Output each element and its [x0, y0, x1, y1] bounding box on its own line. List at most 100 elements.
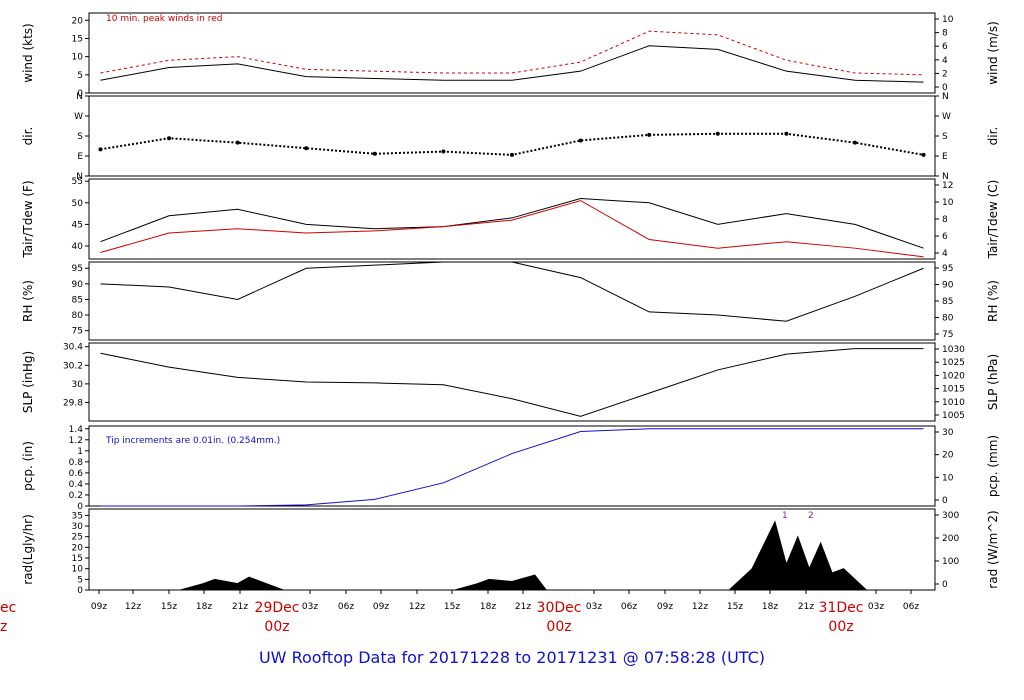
panel-frame-tair [88, 178, 936, 260]
ytick-right-label-tair: 4 [942, 249, 948, 259]
xtick-label: 09z [657, 602, 673, 612]
ytick-right-label-dir: S [942, 132, 948, 142]
ylabel-rad: rad(Lgly/hr) [21, 514, 35, 585]
series-slp-0 [100, 348, 924, 417]
ytick-right-label-slp: 1005 [942, 411, 965, 421]
ytick-right-label-slp: 1025 [942, 358, 965, 368]
ytick-label-pcp: 1.2 [69, 436, 83, 446]
ytick-right-label-rad: 100 [942, 557, 959, 567]
day-label-hour: 00z [264, 619, 289, 635]
series-dir [100, 132, 924, 156]
ytick-label-rh: 95 [72, 264, 83, 274]
ytick-right-label-rh: 90 [942, 281, 954, 291]
ytick-label-rh: 85 [72, 295, 83, 305]
ytick-label-rad: 35 [72, 511, 83, 521]
ytick-label-slp: 29.8 [63, 398, 83, 408]
edge-day-label-hour: z [0, 619, 7, 635]
ytick-right-label-slp: 1020 [942, 371, 965, 381]
ytick-right-label-rh: 75 [942, 330, 953, 340]
ytick-label-wind: 15 [72, 34, 83, 44]
ylabel-wind: wind (kts) [21, 23, 35, 82]
ytick-label-dir: S [77, 132, 83, 142]
ytick-right-label-dir: N [942, 172, 949, 182]
ytick-right-label-rh: 95 [942, 264, 953, 274]
ytick-label-tair: 45 [72, 220, 83, 230]
series-wind-1 [100, 30, 924, 76]
panel-frame-wind [88, 12, 936, 94]
ytick-right-label-slp: 1010 [942, 398, 965, 408]
ytick-label-rad: 0 [77, 586, 83, 596]
panel-frame-dir [88, 95, 936, 177]
series-tair-0 [100, 197, 924, 249]
series-wind-0 [100, 45, 924, 83]
ytick-label-dir: N [76, 92, 83, 102]
series-tair-1 [100, 200, 924, 258]
ylabel-rh: RH (%) [21, 280, 35, 322]
ytick-label-rh: 90 [72, 280, 84, 290]
ytick-label-dir: N [76, 172, 83, 182]
ytick-right-label-wind: 10 [942, 15, 954, 25]
day-label-date: 30Dec [537, 600, 582, 616]
ytick-label-slp: 30 [72, 380, 84, 390]
ytick-right-label-wind: 6 [942, 42, 948, 52]
ytick-label-rad: 5 [77, 575, 83, 585]
ytick-right-label-pcp: 0 [942, 496, 948, 506]
day-label-hour: 00z [546, 619, 571, 635]
ytick-label-pcp: 0 [77, 502, 83, 512]
ytick-label-dir: E [77, 152, 83, 162]
ylabel-slp: SLP (inHg) [21, 351, 35, 413]
ytick-label-rad: 30 [72, 522, 84, 532]
ylabel-right-wind: wind (m/s) [986, 21, 1000, 85]
ytick-label-pcp: 0.4 [69, 480, 84, 490]
series-pcp-0 [100, 428, 924, 507]
xtick-label: 09z [373, 602, 389, 612]
ytick-label-pcp: 0.6 [69, 469, 84, 479]
xtick-label: 15z [727, 602, 743, 612]
annotation-pcp: Tip increments are 0.01in. (0.254mm.) [105, 436, 280, 446]
ytick-label-wind: 0 [77, 89, 83, 99]
ytick-right-label-rad: 200 [942, 534, 959, 544]
ytick-label-dir: W [74, 112, 83, 122]
day-label-hour: 00z [828, 619, 853, 635]
ylabel-right-rh: RH (%) [986, 280, 1000, 322]
xtick-label: 12z [692, 602, 708, 612]
ytick-label-rh: 80 [72, 311, 84, 321]
xtick-label: 06z [338, 602, 354, 612]
ytick-label-wind: 20 [72, 16, 84, 26]
day-label-date: 29Dec [255, 600, 300, 616]
ytick-right-label-tair: 10 [942, 198, 954, 208]
ytick-right-label-dir: N [942, 92, 949, 102]
chart-title: UW Rooftop Data for 20171228 to 20171231… [258, 648, 766, 667]
xtick-label: 21z [515, 602, 531, 612]
series-rad [180, 520, 868, 591]
ylabel-right-rad: rad (W/m^2) [986, 510, 1000, 588]
series-layer [98, 30, 926, 591]
day-label-date: 31Dec [819, 600, 864, 616]
ytick-right-label-wind: 2 [942, 69, 948, 79]
ytick-label-wind: 5 [77, 71, 83, 81]
ytick-label-wind: 10 [72, 53, 84, 63]
xtick-label: 12z [409, 602, 425, 612]
ytick-label-pcp: 0.8 [69, 458, 84, 468]
xtick-label: 15z [161, 602, 177, 612]
marker-2: 2 [808, 511, 814, 521]
xtick-label: 06z [621, 602, 637, 612]
ytick-label-tair: 55 [72, 177, 83, 187]
xtick-label: 06z [903, 602, 919, 612]
ytick-right-label-pcp: 20 [942, 451, 954, 461]
ytick-right-label-tair: 6 [942, 232, 948, 242]
ytick-label-rad: 20 [72, 543, 84, 553]
panel-frames [88, 12, 936, 591]
xtick-label: 18z [480, 602, 496, 612]
xtick-label: 15z [444, 602, 460, 612]
ylabel-pcp: pcp. (in) [21, 441, 35, 491]
xtick-label: 21z [798, 602, 814, 612]
ytick-label-rad: 10 [72, 565, 84, 575]
ytick-label-rad: 15 [72, 554, 83, 564]
ytick-right-label-pcp: 30 [942, 428, 954, 438]
ytick-label-pcp: 1 [77, 447, 83, 457]
xtick-label: 03z [586, 602, 602, 612]
ytick-label-rad: 25 [72, 533, 83, 543]
